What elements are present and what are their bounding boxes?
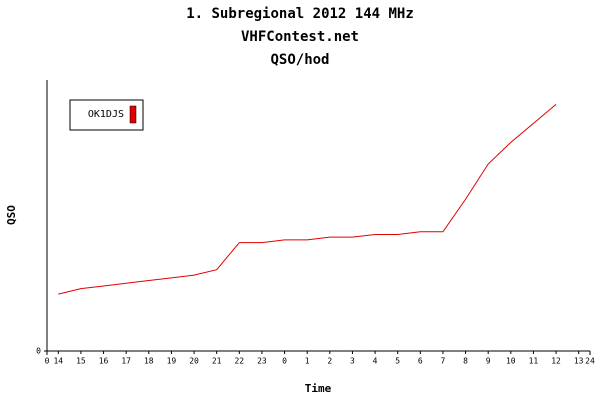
x-tick-label: 2 [327,357,332,366]
x-tick-label: 0 [282,357,287,366]
x-tick-label: 13 [574,357,584,366]
x-tick-label: 8 [463,357,468,366]
x-tick-label: 11 [529,357,539,366]
y-tick-label: 0 [36,347,41,356]
x-tick-label: 7 [441,357,446,366]
x-tick-label: 0 [45,357,50,366]
legend-label: OK1DJS [88,109,124,120]
x-axis-label: Time [305,382,332,395]
x-tick-label: 1 [305,357,310,366]
x-tick-label: 18 [144,357,154,366]
x-tick-label: 21 [212,357,222,366]
x-tick-label: 4 [373,357,378,366]
x-tick-label: 16 [99,357,109,366]
x-tick-label: 19 [167,357,177,366]
chart-title: 1. Subregional 2012 144 MHz [186,6,414,22]
y-axis-label: QSO [5,205,18,225]
x-tick-label: 9 [486,357,491,366]
x-tick-label: 23 [257,357,267,366]
chart-subtitle: VHFContest.net [241,29,359,45]
x-tick-label: 15 [76,357,86,366]
series-line [58,104,557,295]
x-tick-label: 10 [506,357,516,366]
x-tick-label: 12 [551,357,561,366]
x-tick-label: 14 [53,357,63,366]
x-tick-label: 22 [234,357,244,366]
x-tick-label: 6 [418,357,423,366]
x-tick-label: 24 [585,357,595,366]
x-tick-label: 5 [395,357,400,366]
legend-swatch [129,105,137,124]
chart-unit: QSO/hod [270,52,329,68]
x-tick-label: 3 [350,357,355,366]
x-tick-label: 17 [121,357,131,366]
x-tick-label: 20 [189,357,199,366]
